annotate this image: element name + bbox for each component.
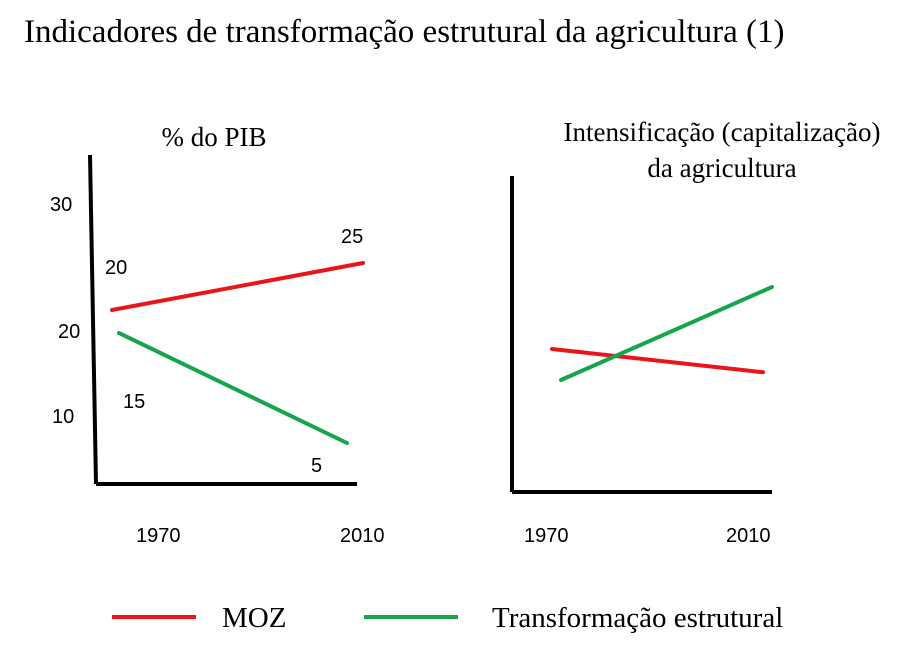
y-axis-pib bbox=[88, 154, 98, 485]
chart-title-line-2: da agricultura bbox=[647, 153, 796, 183]
y-tick-label: 20 bbox=[58, 321, 80, 343]
x-tick-label: 2010 bbox=[726, 525, 771, 547]
chart-title-line-1: Intensificação (capitalização) bbox=[563, 117, 880, 147]
legend-label-transformacao: Transformação estrutural bbox=[492, 602, 783, 634]
data-label: 15 bbox=[123, 391, 145, 413]
series-line-transformacao-pib bbox=[117, 331, 349, 445]
series-line-moz-pib bbox=[110, 261, 365, 312]
x-tick-label: 2010 bbox=[340, 525, 385, 547]
data-label: 5 bbox=[311, 455, 322, 477]
page-title: Indicadores de transformação estrutural … bbox=[24, 14, 785, 50]
chart-title-pib: % do PIB bbox=[161, 122, 266, 152]
x-tick-label: 1970 bbox=[136, 525, 181, 547]
series-line-moz-intensificacao bbox=[550, 347, 765, 375]
chart-intensificacao: Intensificação (capitalização) da agricu… bbox=[510, 117, 881, 547]
legend-label-moz: MOZ bbox=[222, 602, 286, 634]
data-label: 25 bbox=[341, 226, 363, 248]
series-line-transformacao-intensificacao bbox=[559, 285, 774, 382]
y-tick-label: 10 bbox=[52, 406, 74, 428]
chart-pib: % do PIB 30 20 10 1970 2010 20 25 15 5 bbox=[50, 122, 385, 547]
data-label: 20 bbox=[105, 257, 127, 279]
legend: MOZ Transformação estrutural bbox=[112, 602, 783, 634]
y-tick-label: 30 bbox=[50, 194, 72, 216]
x-tick-label: 1970 bbox=[524, 525, 569, 547]
